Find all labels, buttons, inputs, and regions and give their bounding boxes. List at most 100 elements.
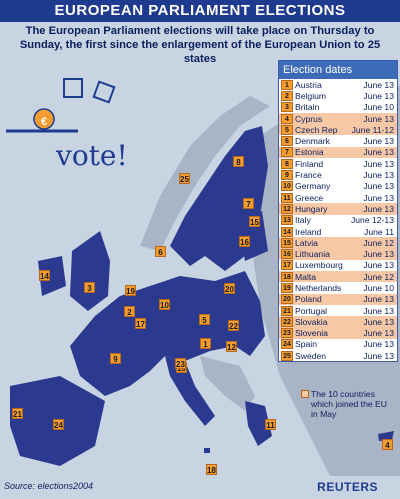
new-members-key-text: The 10 countries which joined the EU in … [311,389,387,419]
map-marker: 21 [12,408,23,419]
legend-number: 7 [281,147,293,158]
legend-row: 12 Hungary June 13 [279,203,397,215]
eu-italy [165,356,215,426]
legend-date: June 12 [363,271,394,282]
legend-row: 2 Belgium June 13 [279,90,397,101]
legend-date: June 13 [363,203,394,214]
map-marker: 10 [159,299,170,310]
legend-rows: 1 Austria June 13 2 Belgium June 13 3 Britain Ju… [279,79,397,361]
legend-number: 15 [281,237,293,248]
eu-greece [245,401,272,446]
intro-text: The European Parliament elections will t… [19,25,381,65]
legend-date: June 13 [363,79,394,90]
map-marker: 5 [199,314,210,325]
map-marker: 2 [124,306,135,317]
legend-row: 11 Greece June 13 [279,192,397,203]
legend-country: Hungary [295,203,328,214]
legend-number: 3 [281,102,293,113]
legend-number: 5 [281,124,293,135]
legend-title: Election dates [279,61,397,79]
source-note: Source: elections2004 [4,481,94,491]
legend-number: 19 [281,282,293,293]
legend-date: June 13 [363,192,394,203]
legend-date: June 13 [363,136,394,147]
legend-row: 19 Netherlands June 10 [279,282,397,293]
legend-date: June 13 [363,328,394,339]
legend-date: June 11 [364,226,394,237]
legend-country: Portugal [295,305,328,316]
legend-number: 16 [281,249,293,260]
legend-number: 11 [281,192,293,203]
legend-number: 6 [281,136,293,147]
legend-country: Austria [295,79,322,90]
legend-row: 3 Britain June 10 [279,102,397,113]
legend-date: June 13 [363,294,394,305]
legend-row: 16 Lithuania June 13 [279,248,397,260]
legend-date: June 13 [363,147,394,158]
legend-number: 25 [281,350,293,361]
legend-date: June 13 [363,170,394,181]
legend-country: Slovakia [295,316,328,327]
map-marker: 23 [175,358,186,369]
map-marker: 4 [382,439,393,450]
new-member-swatch [301,390,309,398]
vote-slogan: vote! [56,139,128,172]
legend-number: 20 [281,294,293,305]
legend-country: Ireland [295,226,322,237]
legend-country: Cyprus [295,113,323,124]
page-title: EUROPEAN PARLIAMENT ELECTIONS [0,0,400,22]
legend-row: 22 Slovakia June 13 [279,316,397,328]
legend-number: 10 [281,181,293,192]
legend-number: 2 [281,90,293,101]
map-marker: 1 [200,338,211,349]
legend-number: 9 [281,170,293,181]
legend-date: June 13 [363,260,394,271]
legend-date: June 13 [363,305,394,316]
map-marker: 24 [53,419,64,430]
legend-number: 22 [281,316,293,327]
legend-row: 13 Italy June 12-13 [279,215,397,226]
legend-country: Spain [295,339,317,350]
legend-date: June 13 [363,316,394,327]
legend-row: 25 Sweden June 13 [279,350,397,361]
map-marker: 18 [206,464,217,475]
legend-row: 6 Denmark June 13 [279,135,397,147]
map-marker: 22 [228,320,239,331]
eu-continent [70,271,265,396]
legend-row: 17 Luxembourg June 13 [279,260,397,271]
legend-row: 21 Portugal June 13 [279,305,397,316]
legend-country: Sweden [295,350,327,361]
ballot-square-2 [92,80,116,104]
legend-number: 24 [281,339,293,350]
ballot-square-1 [63,78,83,98]
legend-country: Slovenia [295,328,328,339]
legend-country: Malta [295,271,317,282]
legend-country: Luxembourg [295,260,343,271]
map-marker: 14 [39,270,50,281]
legend-date: June 13 [363,249,394,260]
legend-date: June 13 [363,350,394,361]
new-members-key: The 10 countries which joined the EU in … [301,389,396,419]
legend-date: June 13 [363,113,394,124]
legend-number: 21 [281,305,293,316]
legend-date: June 10 [363,102,394,113]
map-marker: 11 [265,419,276,430]
legend-number: 4 [281,113,293,124]
map-marker: 12 [226,341,237,352]
map-marker: 16 [239,236,250,247]
legend-date: June 11-12 [351,124,394,135]
legend-number: 18 [281,271,293,282]
legend-country: Latvia [295,237,318,248]
legend-row: 15 Latvia June 12 [279,237,397,249]
map-marker: 19 [125,285,136,296]
legend-row: 4 Cyprus June 13 [279,112,397,125]
legend-row: 9 France June 13 [279,169,397,181]
election-dates-legend: Election dates 1 Austria June 13 2 Belgium Ju… [278,60,398,363]
map-marker: 15 [249,216,260,227]
map-marker: 8 [233,156,244,167]
legend-country: Italy [295,215,311,226]
legend-number: 1 [281,79,293,90]
legend-row: 5 Czech Rep June 11-12 [279,124,397,136]
map-marker: 25 [179,173,190,184]
map-marker: 9 [110,353,121,364]
